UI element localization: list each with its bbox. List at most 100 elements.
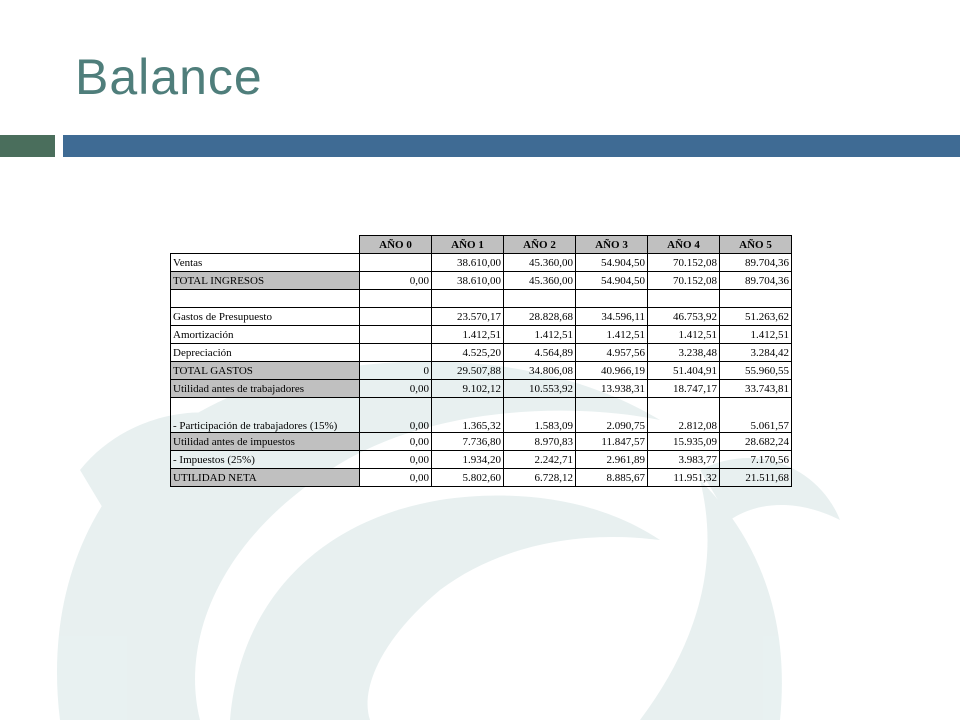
empty-cell	[170, 289, 360, 308]
table-row: Gastos de Presupuesto 23.570,17 28.828,68 3…	[170, 307, 792, 326]
empty-cell	[647, 289, 720, 308]
value-cell: 4.564,89	[503, 343, 576, 362]
value-cell: 23.570,17	[431, 307, 504, 326]
value-cell: 38.610,00	[431, 271, 504, 290]
value-cell: 0,00	[359, 397, 432, 433]
value-cell: 89.704,36	[719, 253, 792, 272]
balance-table: AÑO 0 AÑO 1 AÑO 2 AÑO 3 AÑO 4 AÑO 5 Ventas 38.…	[170, 235, 792, 487]
value-cell: 3.983,77	[647, 450, 720, 469]
column-header: AÑO 5	[719, 235, 792, 254]
value-cell: 1.412,51	[647, 325, 720, 344]
value-cell: 51.263,62	[719, 307, 792, 326]
row-label: Utilidad antes de impuestos	[170, 432, 360, 451]
value-cell: 3.238,48	[647, 343, 720, 362]
value-cell: 1.412,51	[431, 325, 504, 344]
value-cell: 33.743,81	[719, 379, 792, 398]
empty-cell	[359, 325, 432, 344]
value-cell: 45.360,00	[503, 253, 576, 272]
value-cell: 40.966,19	[575, 361, 648, 380]
value-cell: 1.365,32	[431, 397, 504, 433]
value-cell: 1.412,51	[575, 325, 648, 344]
value-cell: 89.704,36	[719, 271, 792, 290]
row-label: Amortización	[170, 325, 360, 344]
value-cell: 21.511,68	[719, 468, 792, 487]
empty-cell	[359, 307, 432, 326]
slide-title: Balance	[75, 49, 263, 105]
value-cell: 10.553,92	[503, 379, 576, 398]
value-cell: 38.610,00	[431, 253, 504, 272]
value-cell: 54.904,50	[575, 253, 648, 272]
value-cell: 8.885,67	[575, 468, 648, 487]
header-row: AÑO 0 AÑO 1 AÑO 2 AÑO 3 AÑO 4 AÑO 5	[170, 235, 792, 254]
column-header: AÑO 4	[647, 235, 720, 254]
empty-cell	[719, 289, 792, 308]
empty-cell	[431, 289, 504, 308]
value-cell: 34.806,08	[503, 361, 576, 380]
table-row: - Impuestos (25%) 0,00 1.934,20 2.242,71 2.9…	[170, 450, 792, 469]
table-row: Amortización 1.412,51 1.412,51 1.412,51 1.41…	[170, 325, 792, 344]
row-label: - Impuestos (25%)	[170, 450, 360, 469]
row-label: Gastos de Presupuesto	[170, 307, 360, 326]
value-cell: 2.812,08	[647, 397, 720, 433]
row-label: UTILIDAD NETA	[170, 468, 360, 487]
value-cell: 2.090,75	[575, 397, 648, 433]
value-cell: 8.970,83	[503, 432, 576, 451]
value-cell: 7.736,80	[431, 432, 504, 451]
value-cell: 45.360,00	[503, 271, 576, 290]
table-row: Utilidad antes de impuestos 0,00 7.736,80 8…	[170, 432, 792, 451]
value-cell: 0,00	[359, 468, 432, 487]
value-cell: 11.847,57	[575, 432, 648, 451]
corner-cell	[170, 235, 360, 254]
value-cell: 28.828,68	[503, 307, 576, 326]
value-cell: 7.170,56	[719, 450, 792, 469]
table-row: Ventas 38.610,00 45.360,00 54.904,50 70.152,…	[170, 253, 792, 272]
row-label: Depreciación	[170, 343, 360, 362]
empty-cell	[359, 343, 432, 362]
column-header: AÑO 0	[359, 235, 432, 254]
value-cell: 0	[359, 361, 432, 380]
value-cell: 51.404,91	[647, 361, 720, 380]
table-row: UTILIDAD NETA 0,00 5.802,60 6.728,12 8.885,6…	[170, 468, 792, 487]
value-cell: 15.935,09	[647, 432, 720, 451]
empty-cell	[359, 289, 432, 308]
value-cell: 0,00	[359, 379, 432, 398]
empty-cell	[503, 289, 576, 308]
value-cell: 5.802,60	[431, 468, 504, 487]
value-cell: 70.152,08	[647, 271, 720, 290]
value-cell: 11.951,32	[647, 468, 720, 487]
empty-cell	[359, 253, 432, 272]
value-cell: 34.596,11	[575, 307, 648, 326]
row-label: TOTAL GASTOS	[170, 361, 360, 380]
table-row: - Participación de trabajadores (15%) 0,0…	[170, 397, 792, 433]
empty-cell	[575, 289, 648, 308]
table-row: TOTAL GASTOS 0 29.507,88 34.806,08 40.966,19…	[170, 361, 792, 380]
value-cell: 1.412,51	[503, 325, 576, 344]
value-cell: 28.682,24	[719, 432, 792, 451]
value-cell: 13.938,31	[575, 379, 648, 398]
value-cell: 46.753,92	[647, 307, 720, 326]
value-cell: 18.747,17	[647, 379, 720, 398]
header-bar	[63, 135, 960, 157]
value-cell: 9.102,12	[431, 379, 504, 398]
column-header: AÑO 2	[503, 235, 576, 254]
table-row	[170, 289, 792, 308]
value-cell: 3.284,42	[719, 343, 792, 362]
value-cell: 2.961,89	[575, 450, 648, 469]
table-row: Depreciación 4.525,20 4.564,89 4.957,56 3.23…	[170, 343, 792, 362]
accent-bar	[0, 135, 55, 157]
value-cell: 70.152,08	[647, 253, 720, 272]
value-cell: 0,00	[359, 450, 432, 469]
value-cell: 29.507,88	[431, 361, 504, 380]
value-cell: 4.957,56	[575, 343, 648, 362]
value-cell: 55.960,55	[719, 361, 792, 380]
value-cell: 1.934,20	[431, 450, 504, 469]
value-cell: 54.904,50	[575, 271, 648, 290]
column-header: AÑO 1	[431, 235, 504, 254]
table-row: Utilidad antes de trabajadores 0,00 9.102,…	[170, 379, 792, 398]
column-header: AÑO 3	[575, 235, 648, 254]
value-cell: 6.728,12	[503, 468, 576, 487]
row-label: Ventas	[170, 253, 360, 272]
row-label: TOTAL INGRESOS	[170, 271, 360, 290]
row-label: Utilidad antes de trabajadores	[170, 379, 360, 398]
